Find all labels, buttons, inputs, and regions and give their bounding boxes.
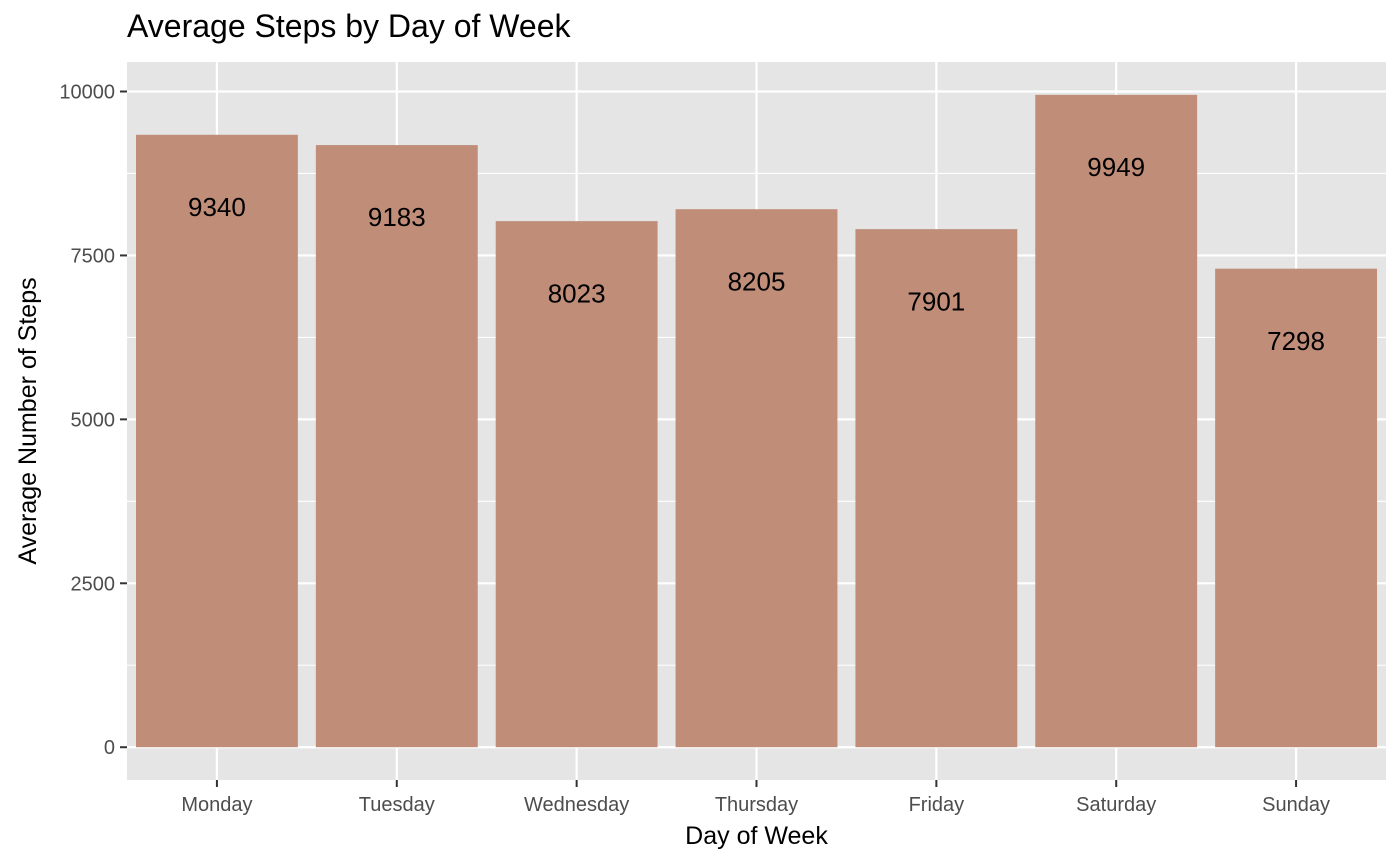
data-label: 9183 (368, 202, 426, 232)
bar-tuesday (315, 145, 478, 748)
bar-sunday (1215, 268, 1378, 748)
bars (135, 94, 1378, 748)
bar-friday (855, 229, 1018, 748)
bar-wednesday (495, 221, 658, 748)
data-label: 9949 (1087, 152, 1145, 182)
x-tick-label: Sunday (1262, 794, 1330, 816)
chart-title: Average Steps by Day of Week (127, 8, 571, 44)
y-tick-label: 5000 (71, 409, 116, 431)
data-label: 7901 (907, 286, 965, 316)
y-axis: 0 2500 5000 7500 10000 (59, 82, 127, 759)
y-tick-label: 2500 (71, 573, 116, 595)
data-label: 9340 (188, 192, 246, 222)
x-tick-label: Monday (181, 794, 252, 816)
y-tick-label: 7500 (71, 245, 116, 267)
y-tick-label: 0 (104, 737, 115, 759)
y-tick-label: 10000 (59, 82, 115, 104)
x-axis-title: Day of Week (685, 822, 828, 850)
x-axis: Monday Tuesday Wednesday Thursday Friday Satu… (181, 780, 1330, 816)
data-label: 7298 (1267, 326, 1325, 356)
x-tick-label: Thursday (715, 794, 798, 816)
bar-thursday (675, 209, 838, 748)
data-label: 8205 (728, 266, 786, 296)
x-tick-label: Wednesday (524, 794, 629, 816)
x-tick-label: Tuesday (359, 794, 435, 816)
y-axis-title: Average Number of Steps (14, 277, 42, 564)
x-tick-label: Saturday (1076, 794, 1156, 816)
x-tick-label: Friday (909, 794, 965, 816)
data-label: 8023 (548, 278, 606, 308)
data-labels: 9340 9183 8023 8205 7901 9949 7298 (188, 152, 1325, 356)
bar-saturday (1035, 94, 1198, 748)
bar-monday (135, 134, 298, 748)
